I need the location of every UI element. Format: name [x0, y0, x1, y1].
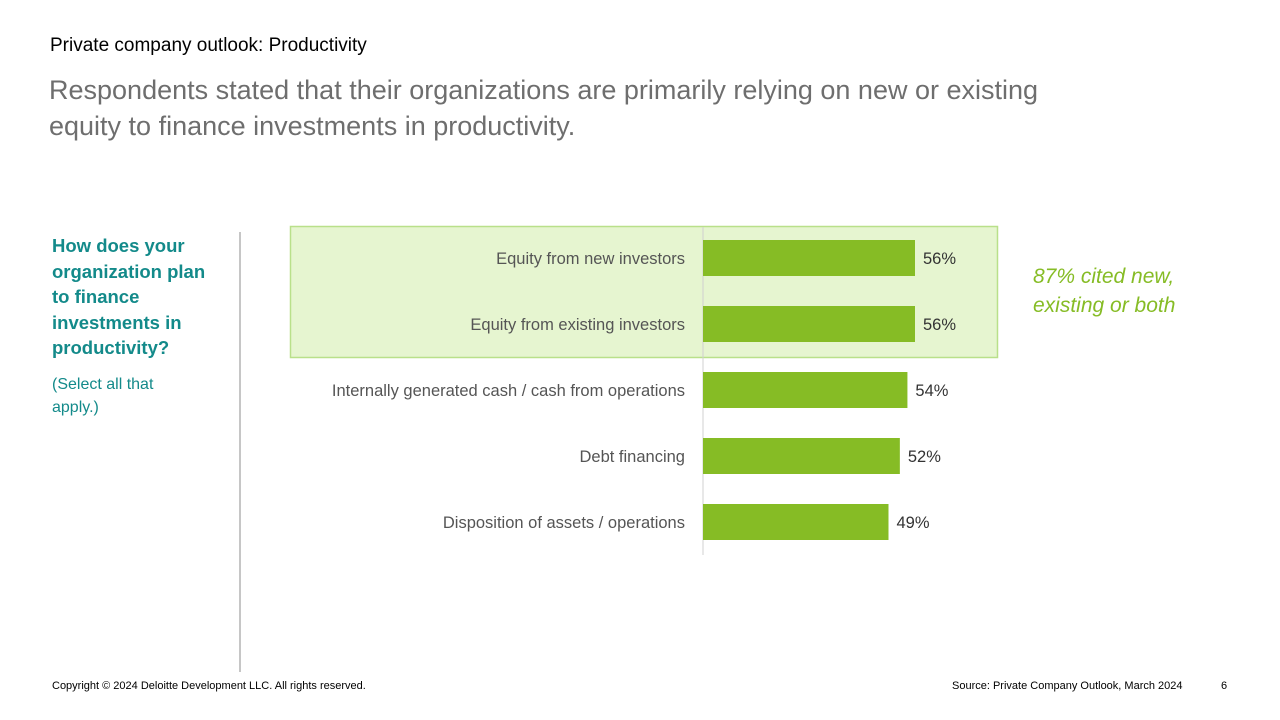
data-label: 56%: [923, 316, 956, 334]
category-label: Equity from new investors: [496, 250, 685, 268]
category-label: Disposition of assets / operations: [443, 514, 685, 532]
category-label: Internally generated cash / cash from op…: [332, 382, 685, 400]
bar: [703, 372, 908, 408]
bar: [703, 306, 915, 342]
data-label: 54%: [915, 382, 948, 400]
data-label: 56%: [923, 250, 956, 268]
data-label: 52%: [908, 448, 941, 466]
survey-question-note: (Select all that apply.): [52, 376, 154, 416]
category-label: Equity from existing investors: [470, 316, 685, 334]
bar: [703, 240, 915, 276]
page-number: 6: [1221, 680, 1228, 692]
footer-copyright: Copyright © 2024 Deloitte Development LL…: [52, 680, 366, 692]
bar: [703, 438, 900, 474]
data-label: 49%: [897, 514, 930, 532]
footer-source: Source: Private Company Outlook, March 2…: [952, 680, 1183, 692]
page-headline: Respondents stated that their organizati…: [49, 75, 1039, 141]
section-title: Private company outlook: Productivity: [50, 35, 367, 56]
bar: [703, 504, 889, 540]
survey-question: How does your organization plan to finan…: [52, 235, 206, 358]
vertical-divider: [239, 232, 241, 672]
category-label: Debt financing: [580, 448, 686, 466]
highlight-callout: 87% cited new, existing or both: [1033, 265, 1176, 317]
